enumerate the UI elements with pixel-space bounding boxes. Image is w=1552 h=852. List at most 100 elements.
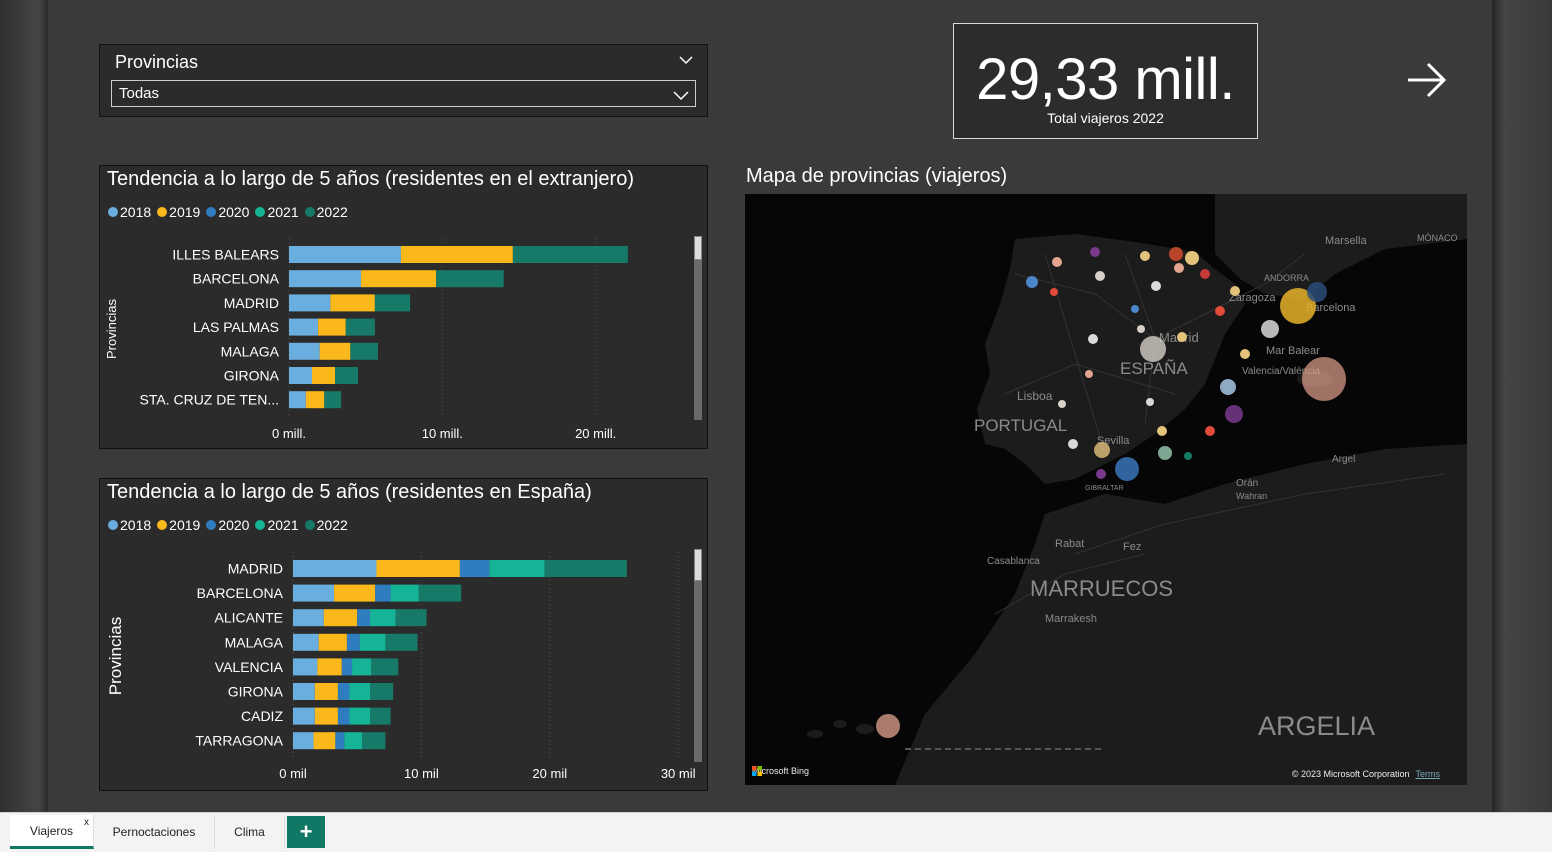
map-bubble[interactable] — [1085, 370, 1093, 378]
map-bubble[interactable] — [1302, 357, 1346, 401]
map-bubble[interactable] — [1220, 379, 1236, 395]
bar-segment — [293, 584, 335, 602]
bar-segment — [352, 658, 372, 676]
map-label-marsella: Marsella — [1325, 235, 1367, 247]
bar-segment — [313, 732, 336, 750]
legend-item[interactable]: 2019 — [157, 517, 200, 533]
bar-segment — [318, 633, 347, 651]
map-bubble[interactable] — [1068, 439, 1078, 449]
scrollbar-thumb[interactable] — [694, 549, 702, 581]
scrollbar[interactable] — [694, 549, 702, 762]
x-tick-label: 0 mill. — [272, 426, 306, 441]
map-bubble[interactable] — [1261, 320, 1279, 338]
map-label-argelia: ARGELIA — [1258, 711, 1375, 741]
map-bubble[interactable] — [1088, 334, 1098, 344]
map-bubble[interactable] — [1185, 251, 1199, 265]
map-bubble[interactable] — [1307, 282, 1327, 302]
provinces-map[interactable]: PORTUGAL ESPAÑA MARRUECOS ARGELIA Lisboa… — [745, 194, 1467, 785]
map-bubble[interactable] — [1280, 288, 1316, 324]
tab-clima[interactable]: Clima — [215, 815, 285, 849]
tab-viajeros[interactable]: Viajeros x — [10, 815, 94, 849]
arrow-right-icon[interactable] — [1404, 60, 1448, 100]
map-bubble[interactable] — [1157, 426, 1167, 436]
slicer-dropdown[interactable]: Todas — [111, 80, 696, 107]
tab-pernoctaciones[interactable]: Pernoctaciones — [94, 815, 215, 849]
map-bubble[interactable] — [1052, 257, 1062, 267]
map-bubble[interactable] — [1090, 247, 1100, 257]
map-bubble[interactable] — [1137, 325, 1145, 333]
map-bubble[interactable] — [1115, 457, 1139, 481]
map-bubble[interactable] — [1184, 452, 1192, 460]
legend-dot — [255, 207, 266, 217]
chart-title: Tendencia a lo largo de 5 años (resident… — [107, 168, 634, 190]
category-label: GIRONA — [224, 368, 280, 384]
bar-segment — [349, 683, 371, 700]
bar-segment — [318, 318, 346, 336]
legend-item[interactable]: 2020 — [206, 517, 249, 533]
bar-segment — [370, 707, 391, 725]
category-label: STA. CRUZ DE TEN... — [140, 392, 280, 408]
legend-dot — [304, 207, 315, 217]
legend-item[interactable]: 2021 — [255, 204, 299, 220]
scrollbar[interactable] — [694, 236, 702, 420]
category-label: ILLES BALEARS — [172, 247, 279, 263]
bar-chart-extranjero: 0 mill. 10 mill. 20 mill. Provincias ILLES B… — [104, 238, 628, 441]
map-bubble[interactable] — [876, 714, 900, 738]
map-bubble[interactable] — [1094, 442, 1110, 458]
map-bubble[interactable] — [1200, 269, 1210, 279]
map-label-andorra: ANDORRA — [1264, 273, 1309, 283]
map-label-marruecos: MARRUECOS — [1030, 576, 1173, 601]
legend-dot — [206, 520, 217, 530]
y-axis-title: Provincias — [106, 617, 125, 695]
map-bubble[interactable] — [1230, 286, 1240, 296]
bar-segment — [350, 342, 378, 360]
bar-segment — [289, 367, 312, 384]
map-bubble[interactable] — [1058, 400, 1066, 408]
map-bubble[interactable] — [1205, 426, 1215, 436]
close-icon[interactable]: x — [84, 817, 89, 828]
map-bubble[interactable] — [1169, 247, 1183, 261]
kpi-card: 29,33 mill. Total viajeros 2022 — [953, 23, 1258, 139]
legend-item[interactable]: 2022 — [304, 517, 348, 533]
map-bubble[interactable] — [1158, 446, 1172, 460]
map-bubble[interactable] — [1140, 251, 1150, 261]
legend-item[interactable]: 2019 — [157, 204, 200, 220]
scrollbar-thumb[interactable] — [694, 236, 702, 260]
provincias-slicer: Provincias Todas — [99, 44, 708, 117]
map-bubble[interactable] — [1177, 332, 1187, 342]
legend-item[interactable]: 2022 — [304, 204, 348, 220]
map-bubble[interactable] — [1026, 276, 1038, 288]
legend-dot — [255, 520, 266, 530]
legend-label: 2018 — [120, 517, 152, 533]
chevron-down-icon[interactable] — [679, 53, 693, 67]
category-label: CADIZ — [241, 708, 283, 724]
bar-segment — [335, 732, 345, 750]
map-bubble[interactable] — [1146, 398, 1154, 406]
legend-item[interactable]: 2018 — [108, 517, 151, 533]
category-label: MALAGA — [225, 634, 284, 650]
microsoft-logo-icon — [752, 766, 762, 776]
terms-link[interactable]: Terms — [1415, 769, 1441, 779]
legend-dot — [157, 207, 168, 217]
bar-segment — [344, 732, 363, 750]
map-bubble[interactable] — [1240, 349, 1250, 359]
legend-item[interactable]: 2018 — [108, 204, 151, 220]
map-label-oran: Orán — [1236, 478, 1258, 489]
map-bubble[interactable] — [1096, 469, 1106, 479]
map-label-wahran: Wahran — [1236, 491, 1267, 501]
legend-item[interactable]: 2021 — [255, 517, 299, 533]
map-bubble[interactable] — [1215, 306, 1225, 316]
map-bubble[interactable] — [1151, 281, 1161, 291]
add-page-button[interactable]: + — [287, 816, 325, 848]
map-bubble[interactable] — [1140, 336, 1166, 362]
map-bubble[interactable] — [1225, 405, 1243, 423]
map-label-valencia: Valencia/València — [1242, 366, 1320, 377]
map-bubble[interactable] — [1095, 271, 1105, 281]
map-bubble[interactable] — [1050, 288, 1058, 296]
map-label-marrakesh: Marrakesh — [1045, 613, 1097, 625]
bar-segment — [359, 633, 386, 651]
legend-item[interactable]: 2020 — [206, 204, 249, 220]
bar-segment — [314, 707, 338, 725]
map-bubble[interactable] — [1174, 263, 1184, 273]
map-bubble[interactable] — [1131, 305, 1139, 313]
